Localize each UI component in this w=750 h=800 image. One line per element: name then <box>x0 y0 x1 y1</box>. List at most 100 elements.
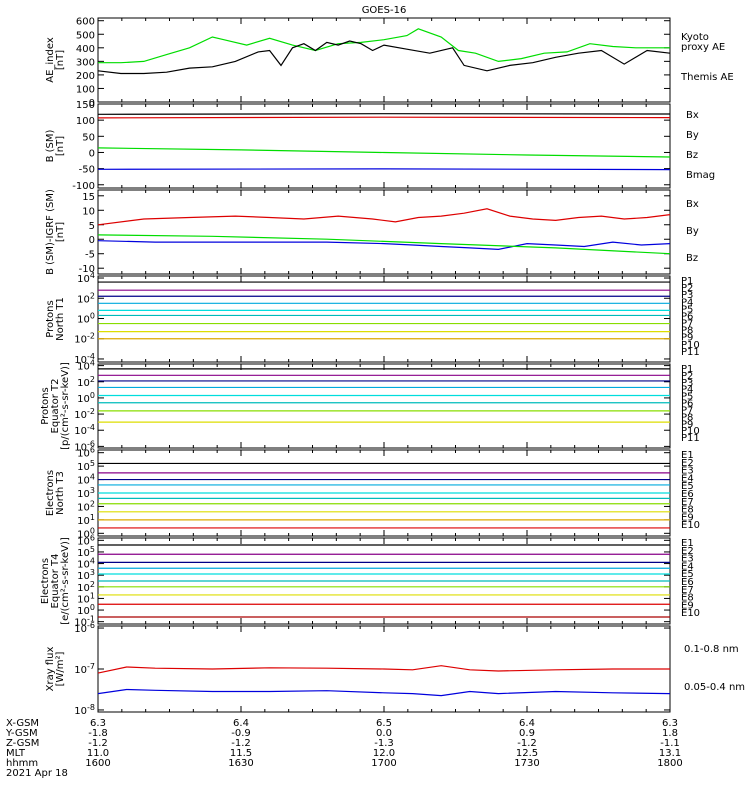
series-line-bz <box>97 208 671 226</box>
legend-label: P2 <box>681 371 693 382</box>
series-line-bz <box>97 116 671 119</box>
y-tick-label: 104 <box>77 557 95 571</box>
y-tick-label: -5 <box>85 250 95 261</box>
series-line-bmag <box>97 113 671 115</box>
y-tick-label: 101 <box>77 513 95 527</box>
y-axis-label: [nT] <box>55 50 66 70</box>
y-tick-label: 15 <box>82 192 95 203</box>
legend-label: E1 <box>681 450 694 461</box>
y-axis-label: [e/(cm²-s-sr-keV)] <box>60 537 71 625</box>
legend-label: P11 <box>681 347 700 358</box>
x-tick-y_gsm: 1.8 <box>662 728 678 739</box>
legend-label: P8 <box>681 412 693 423</box>
x-tick-z_gsm: -1.1 <box>660 738 680 749</box>
x-row-label: Y-GSM <box>5 728 38 739</box>
legend-bigrf: By <box>686 226 699 237</box>
series-line-by <box>97 147 671 158</box>
y-axis-label: Protons <box>40 387 51 424</box>
legend-b: By <box>686 130 699 141</box>
x-tick-z_gsm: -1.2 <box>88 738 108 749</box>
x-row-label: Z-GSM <box>6 738 39 749</box>
legend-label: E9 <box>681 600 694 611</box>
y-axis-label: B (SM)-IGRF (SM) <box>45 189 56 275</box>
legend-kyoto: Kyoto <box>681 32 709 43</box>
y-tick-label: 300 <box>76 57 95 68</box>
y-tick-label: 150 <box>76 100 95 111</box>
y-axis-label: Electrons <box>40 558 51 604</box>
legend-label: E2 <box>681 458 694 469</box>
y-tick-label: 102 <box>77 580 95 594</box>
y-tick-label: 10-2 <box>74 407 95 421</box>
x-tick-hhmm: 1630 <box>228 758 253 769</box>
panel-frame <box>97 17 671 103</box>
legend-b: Bmag <box>686 170 715 181</box>
y-tick-label: 104 <box>77 359 95 373</box>
legend-label: P7 <box>681 405 693 416</box>
y-axis-label: Xray flux <box>45 647 56 692</box>
panel-frame <box>97 189 671 275</box>
x-tick-mlt: 12.5 <box>516 748 538 759</box>
y-tick-label: 10-8 <box>74 703 95 717</box>
legend-label: E3 <box>681 554 694 565</box>
y-tick-label: 106 <box>77 533 95 547</box>
y-tick-label: 102 <box>77 291 95 305</box>
x-tick-z_gsm: -1.3 <box>374 738 394 749</box>
y-axis-label: B (SM) <box>45 129 56 162</box>
y-tick-label: 10-4 <box>74 423 95 437</box>
x-row-label: MLT <box>6 748 26 759</box>
y-axis-label: Protons <box>45 300 56 337</box>
y-tick-label: 10-1 <box>74 615 95 629</box>
y-axis-label: AE_index <box>45 37 56 83</box>
x-tick-mlt: 11.0 <box>87 748 109 759</box>
y-tick-label: 400 <box>76 44 95 55</box>
y-axis-label: Equator T4 <box>50 554 61 609</box>
legend-label: P9 <box>681 419 693 430</box>
x-tick-x_gsm: 6.5 <box>376 718 392 729</box>
y-tick-label: -10 <box>79 264 95 275</box>
legend-label: P8 <box>681 326 693 337</box>
legend-label: P4 <box>681 297 693 308</box>
y-tick-label: 500 <box>76 30 95 41</box>
x-date: 2021 Apr 18 <box>6 768 68 779</box>
legend-b: Bz <box>686 150 698 161</box>
legend-label: E8 <box>681 505 694 516</box>
x-tick-hhmm: 1700 <box>371 758 396 769</box>
y-tick-label: -50 <box>79 165 95 176</box>
y-axis-label: Equator T2 <box>50 379 61 434</box>
y-tick-label: 10 <box>82 206 95 217</box>
x-tick-x_gsm: 6.4 <box>519 718 535 729</box>
legend-themis: Themis AE <box>680 72 734 83</box>
legend-label: P5 <box>681 304 693 315</box>
y-tick-label: 0 <box>89 235 95 246</box>
series-line-by <box>97 234 671 255</box>
legend-label: E6 <box>681 489 694 500</box>
y-tick-label: 104 <box>77 271 95 285</box>
legend-xray-short: 0.05-0.4 nm <box>684 682 745 693</box>
legend-label: E4 <box>681 473 694 484</box>
legend-label: E5 <box>681 569 694 580</box>
legend-label: E6 <box>681 577 694 588</box>
y-tick-label: 106 <box>77 446 95 460</box>
legend-label: E7 <box>681 585 694 596</box>
x-row-label: X-GSM <box>6 718 39 729</box>
legend-label: P9 <box>681 333 693 344</box>
plot-title: GOES-16 <box>362 5 407 16</box>
y-tick-label: 200 <box>76 71 95 82</box>
x-tick-hhmm: 1600 <box>85 758 110 769</box>
legend-label: E4 <box>681 561 694 572</box>
y-axis-label: North T3 <box>55 471 66 515</box>
legend-label: E1 <box>681 538 694 549</box>
y-tick-label: 103 <box>77 568 95 582</box>
y-tick-label: 101 <box>77 591 95 605</box>
legend-label: P10 <box>681 426 700 437</box>
series-line-kyoto-proxy-ae <box>98 28 670 64</box>
legend-label: P6 <box>681 399 693 410</box>
x-tick-y_gsm: -0.9 <box>231 728 251 739</box>
x-tick-hhmm: 1800 <box>657 758 682 769</box>
legend-label: E8 <box>681 593 694 604</box>
y-tick-label: 10-6 <box>74 439 95 453</box>
legend-label: P1 <box>681 364 693 375</box>
y-axis-label: [nT] <box>55 222 66 242</box>
